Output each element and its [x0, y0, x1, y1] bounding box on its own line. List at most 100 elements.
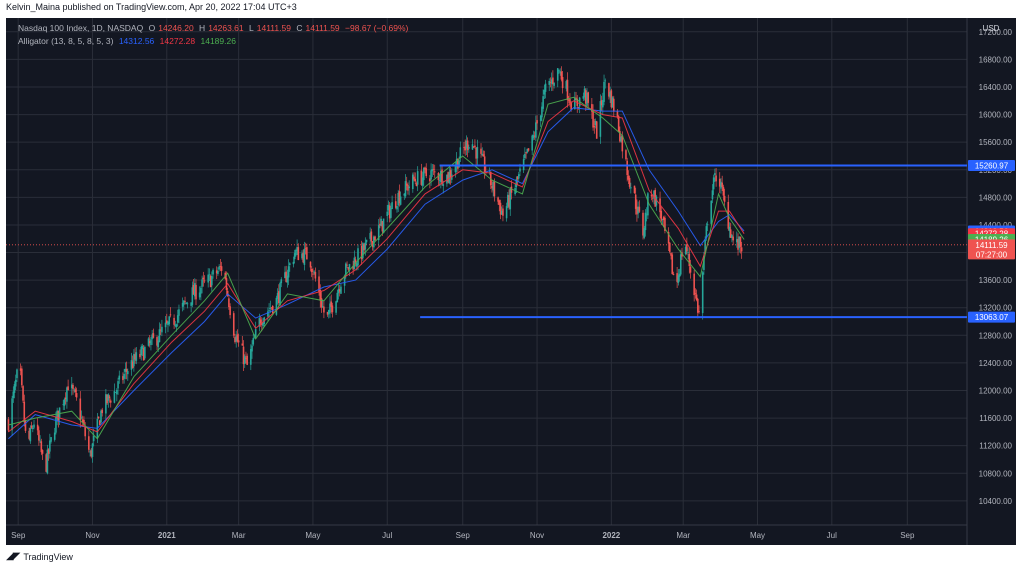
- candle-body: [355, 263, 358, 267]
- candle-body: [302, 252, 304, 263]
- candle-body: [446, 174, 448, 184]
- tradingview-logo-icon: ◢◤: [6, 551, 20, 562]
- candle-body: [363, 244, 365, 251]
- candle: [161, 319, 163, 337]
- time-tick-label: Jul: [382, 531, 392, 540]
- candle: [270, 307, 273, 311]
- candle-body: [602, 100, 604, 108]
- candle-body: [549, 82, 552, 84]
- candle: [583, 85, 586, 101]
- candle-body: [157, 340, 160, 348]
- candle: [712, 174, 715, 195]
- candle: [379, 217, 381, 229]
- candle: [508, 189, 510, 210]
- candle: [698, 305, 700, 314]
- candle: [169, 307, 172, 318]
- candle-body: [158, 329, 161, 343]
- candle-body: [610, 90, 613, 108]
- candle-body: [481, 153, 484, 156]
- candle-body: [638, 206, 641, 212]
- candle-body: [482, 154, 485, 157]
- candle: [550, 72, 553, 92]
- candle-body: [242, 346, 245, 365]
- tradingview-logo[interactable]: ◢◤ TradingView: [6, 551, 73, 562]
- candle: [661, 218, 664, 225]
- candle: [739, 236, 742, 254]
- candle-body: [422, 168, 425, 181]
- candle-body: [430, 170, 432, 180]
- candle-body: [651, 197, 654, 199]
- candle: [650, 189, 653, 201]
- candle-body: [144, 346, 146, 359]
- tradingview-brand: TradingView: [23, 551, 73, 562]
- candle: [527, 148, 530, 152]
- candle-body: [116, 389, 118, 395]
- candle-body: [664, 217, 666, 232]
- candle-body: [47, 449, 50, 454]
- candle-body: [536, 120, 538, 124]
- candle-body: [234, 337, 236, 343]
- candle-body: [245, 357, 247, 359]
- candle-body: [645, 214, 648, 216]
- candle-body: [22, 386, 24, 401]
- candle: [208, 268, 211, 282]
- candle: [482, 150, 485, 157]
- candle: [735, 231, 738, 248]
- candle-body: [135, 352, 138, 361]
- candle-body: [114, 392, 117, 393]
- candle: [432, 164, 435, 175]
- candle: [634, 187, 637, 215]
- candle-body: [431, 169, 434, 172]
- candle: [480, 143, 482, 158]
- chart-panel[interactable]: 10400.00 10800.00 11200.00 11600.00 12000.00…: [6, 18, 1016, 545]
- price-chart[interactable]: 10400.00 10800.00 11200.00 11600.00 12000.00…: [6, 18, 1016, 545]
- candle-body: [176, 315, 179, 323]
- candle: [507, 191, 509, 209]
- price-tick-label: 14800.00: [979, 193, 1013, 202]
- candle: [80, 410, 83, 420]
- candle: [107, 393, 110, 408]
- candle: [147, 337, 150, 347]
- candle-body: [100, 410, 102, 423]
- candle-body: [97, 416, 100, 419]
- candle: [55, 411, 57, 435]
- candle: [655, 194, 658, 211]
- candle-body: [285, 271, 287, 282]
- candle: [229, 303, 231, 319]
- candle: [677, 269, 680, 286]
- candle: [396, 205, 398, 213]
- candle-body: [381, 221, 384, 232]
- candle-body: [660, 210, 663, 221]
- alligator-jaw-line: [8, 107, 745, 440]
- candle-body: [357, 248, 359, 266]
- candle: [587, 91, 590, 110]
- candle: [475, 147, 477, 166]
- candle: [608, 82, 610, 100]
- candle: [525, 151, 527, 159]
- indicator-legend[interactable]: Alligator (13, 8, 5, 8, 5, 3) 14312.56 1…: [18, 36, 239, 46]
- candle: [286, 269, 289, 288]
- candle: [369, 227, 371, 246]
- candle: [448, 164, 451, 185]
- candle-body: [570, 102, 572, 110]
- candle: [382, 218, 385, 234]
- candle-body: [373, 236, 375, 248]
- candle-body: [98, 420, 101, 425]
- candle-body: [345, 263, 347, 276]
- candle: [276, 288, 279, 305]
- candle: [75, 387, 78, 401]
- candle-body: [532, 135, 535, 139]
- candle-body: [353, 257, 356, 270]
- candle: [374, 235, 376, 241]
- candle: [377, 219, 380, 247]
- candle-body: [468, 146, 470, 149]
- candle: [125, 361, 128, 380]
- candle-body: [107, 394, 110, 401]
- candle-body: [636, 206, 638, 215]
- candle: [318, 269, 320, 296]
- candle-body: [141, 346, 144, 349]
- jaw-value: 14312.56: [118, 36, 155, 46]
- candle-body: [533, 135, 536, 137]
- candle-body: [258, 318, 261, 327]
- candle-body: [686, 244, 688, 252]
